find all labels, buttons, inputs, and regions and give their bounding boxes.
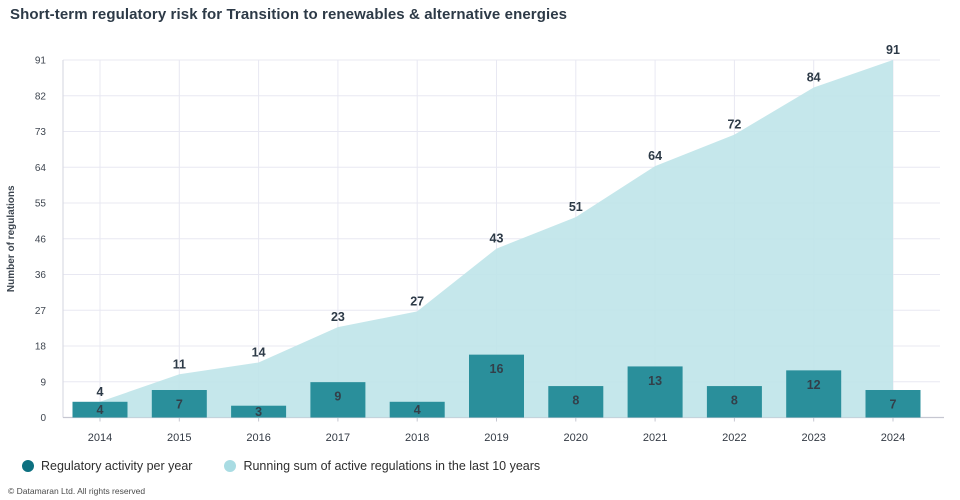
- area-value-label-2014: 4: [97, 385, 104, 399]
- y-tick-label: 36: [35, 270, 47, 281]
- bar-2016[interactable]: [231, 405, 287, 418]
- bar-value-label-2019: 16: [490, 362, 504, 376]
- bar-2020[interactable]: [548, 386, 604, 418]
- area-value-label-2018: 27: [410, 294, 424, 308]
- bar-2019[interactable]: [469, 354, 524, 418]
- legend-dot-running-sum: [224, 460, 237, 472]
- x-tick-label-2016: 2016: [246, 432, 270, 444]
- area-value-label-2021: 64: [648, 149, 662, 163]
- legend-label-regulatory-activity: Regulatory activity per year: [41, 459, 193, 473]
- area-value-label-2020: 51: [569, 200, 583, 214]
- y-tick-label: 82: [35, 91, 47, 102]
- area-value-label-2015: 11: [173, 357, 186, 371]
- bar-value-label-2017: 9: [334, 390, 341, 404]
- y-tick-label: 46: [35, 234, 47, 245]
- y-tick-label: 27: [35, 306, 47, 317]
- y-tick-label: 0: [40, 413, 46, 424]
- bar-value-label-2015: 7: [176, 397, 183, 411]
- chart-title: Short-term regulatory risk for Transitio…: [10, 6, 568, 23]
- y-tick-label: 73: [35, 127, 47, 138]
- area-value-label-2022: 72: [727, 118, 741, 132]
- x-tick-label-2020: 2020: [564, 432, 588, 444]
- x-tick-label-2017: 2017: [326, 432, 350, 444]
- bar-2021[interactable]: [627, 366, 683, 418]
- area-value-label-2019: 43: [490, 232, 504, 246]
- bar-value-label-2021: 13: [648, 374, 662, 388]
- x-tick-label-2019: 2019: [484, 432, 508, 444]
- bar-value-label-2018: 4: [414, 403, 421, 417]
- x-tick-label-2021: 2021: [643, 432, 667, 444]
- copyright-notice: © Datamaran Ltd. All rights reserved: [8, 486, 146, 496]
- x-tick-label-2015: 2015: [167, 432, 191, 444]
- x-tick-label-2014: 2014: [88, 432, 112, 444]
- bar-value-label-2023: 12: [807, 378, 821, 392]
- legend: Regulatory activity per year Running sum…: [22, 459, 540, 473]
- bar-value-label-2014: 4: [97, 403, 104, 417]
- bar-2018[interactable]: [389, 401, 445, 418]
- y-tick-label: 64: [35, 163, 47, 174]
- bar-2023[interactable]: [786, 370, 842, 418]
- x-tick-label-2018: 2018: [405, 432, 429, 444]
- legend-dot-regulatory-activity: [22, 460, 34, 472]
- area-series-running-sum[interactable]: [100, 60, 893, 418]
- legend-item-running-sum[interactable]: Running sum of active regulations in the…: [224, 459, 540, 473]
- area-value-label-2016: 14: [252, 346, 266, 360]
- bar-2014[interactable]: [72, 401, 128, 418]
- bar-value-label-2024: 7: [890, 397, 897, 411]
- bar-2022[interactable]: [706, 386, 762, 418]
- bar-value-label-2020: 8: [572, 394, 579, 408]
- bar-2017[interactable]: [310, 382, 366, 418]
- bar-value-label-2022: 8: [731, 394, 738, 408]
- y-tick-label: 55: [35, 199, 47, 210]
- x-tick-label-2022: 2022: [722, 432, 746, 444]
- x-tick-label-2024: 2024: [881, 432, 905, 444]
- y-tick-label: 91: [35, 56, 47, 67]
- y-tick-label: 18: [35, 342, 47, 353]
- legend-label-running-sum: Running sum of active regulations in the…: [243, 459, 541, 473]
- y-axis-title: Number of regulations: [6, 185, 17, 292]
- legend-item-regulatory-activity[interactable]: Regulatory activity per year: [22, 459, 192, 473]
- area-value-label-2017: 23: [331, 310, 345, 324]
- bar-2015[interactable]: [151, 390, 207, 418]
- bar-value-label-2016: 3: [255, 405, 262, 419]
- bar-2024[interactable]: [865, 390, 921, 418]
- area-value-label-2024: 91: [886, 43, 900, 57]
- y-tick-label: 9: [40, 377, 46, 388]
- x-tick-label-2023: 2023: [801, 432, 825, 444]
- area-value-label-2023: 84: [807, 71, 821, 85]
